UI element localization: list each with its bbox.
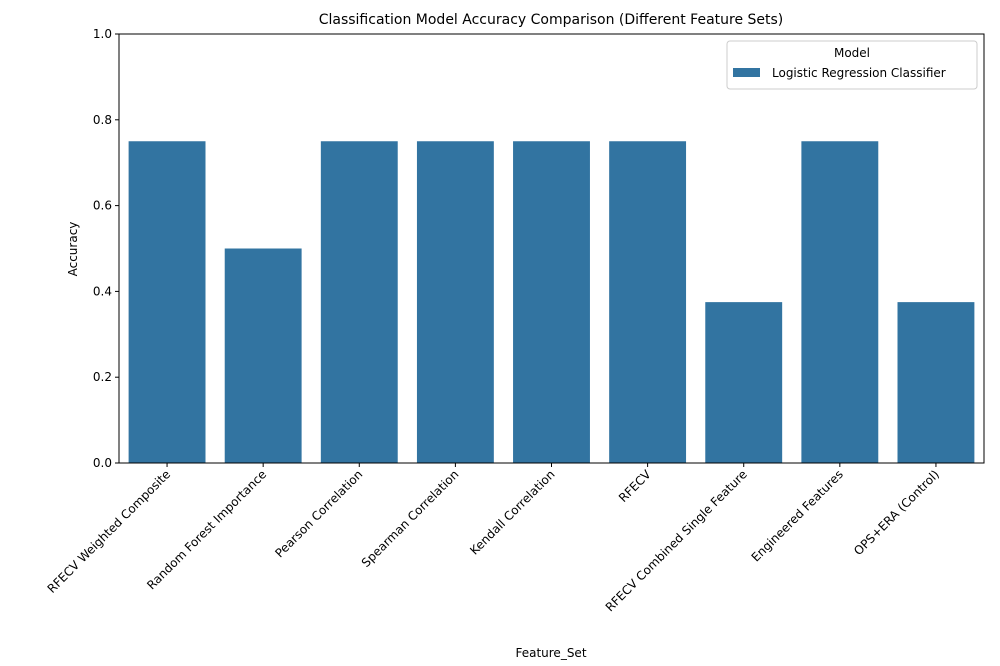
legend-box bbox=[726, 40, 978, 90]
legend: Model Logistic Regression Classifier bbox=[726, 40, 978, 90]
legend-swatch bbox=[733, 68, 760, 77]
bar-0 bbox=[128, 141, 206, 463]
bar-5 bbox=[609, 141, 687, 463]
bar-1 bbox=[224, 248, 302, 463]
bars-group bbox=[128, 141, 975, 463]
legend-label: Logistic Regression Classifier bbox=[772, 66, 946, 80]
bar-4 bbox=[513, 141, 590, 463]
chart-title: Classification Model Accuracy Comparison… bbox=[319, 12, 784, 28]
x-tick-label-4: Kendall Correlation bbox=[467, 467, 557, 557]
y-tick-label-5: 1.0 bbox=[93, 27, 112, 41]
x-tick-label-7: Engineered Features bbox=[749, 467, 846, 564]
bar-6 bbox=[705, 302, 783, 463]
y-axis: 0.0 0.2 0.4 0.6 0.8 1.0 bbox=[93, 27, 119, 470]
y-tick-label-0: 0.0 bbox=[93, 456, 112, 470]
y-axis-title: Accuracy bbox=[66, 222, 80, 277]
x-tick-label-2: Pearson Correlation bbox=[272, 467, 365, 560]
y-tick-label-3: 0.6 bbox=[93, 199, 112, 213]
bar-7 bbox=[801, 141, 879, 463]
x-axis-title: Feature_Set bbox=[515, 646, 586, 660]
x-tick-label-5: RFECV bbox=[616, 467, 654, 505]
bar-3 bbox=[416, 141, 494, 463]
x-tick-label-8: OPS+ERA (Control) bbox=[851, 467, 942, 558]
bar-8 bbox=[897, 302, 975, 463]
y-tick-label-2: 0.4 bbox=[93, 284, 112, 298]
bar-2 bbox=[320, 141, 398, 463]
plot-frame bbox=[118, 33, 985, 464]
x-tick-label-3: Spearman Correlation bbox=[359, 467, 462, 570]
y-tick-label-1: 0.2 bbox=[93, 370, 112, 384]
y-tick-label-4: 0.8 bbox=[93, 113, 112, 127]
legend-title: Model bbox=[834, 46, 870, 60]
